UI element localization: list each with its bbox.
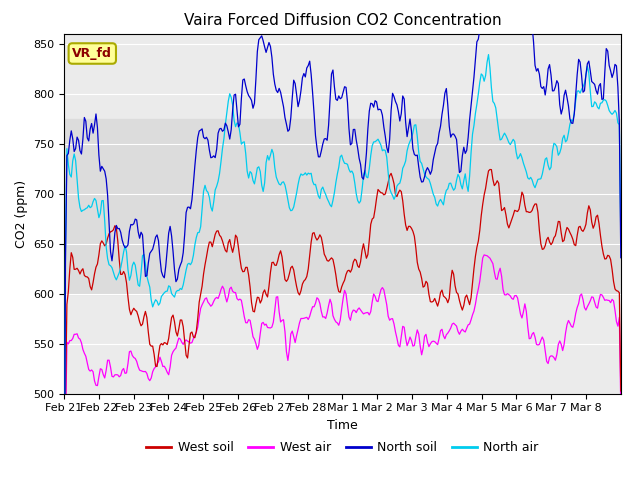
Text: VR_fd: VR_fd: [72, 47, 112, 60]
Legend: West soil, West air, North soil, North air: West soil, West air, North soil, North a…: [141, 436, 543, 459]
Bar: [64, 119, 621, 294]
Title: Vaira Forced Diffusion CO2 Concentration: Vaira Forced Diffusion CO2 Concentration: [184, 13, 501, 28]
Y-axis label: CO2 (ppm): CO2 (ppm): [15, 180, 28, 248]
X-axis label: Time: Time: [327, 419, 358, 432]
